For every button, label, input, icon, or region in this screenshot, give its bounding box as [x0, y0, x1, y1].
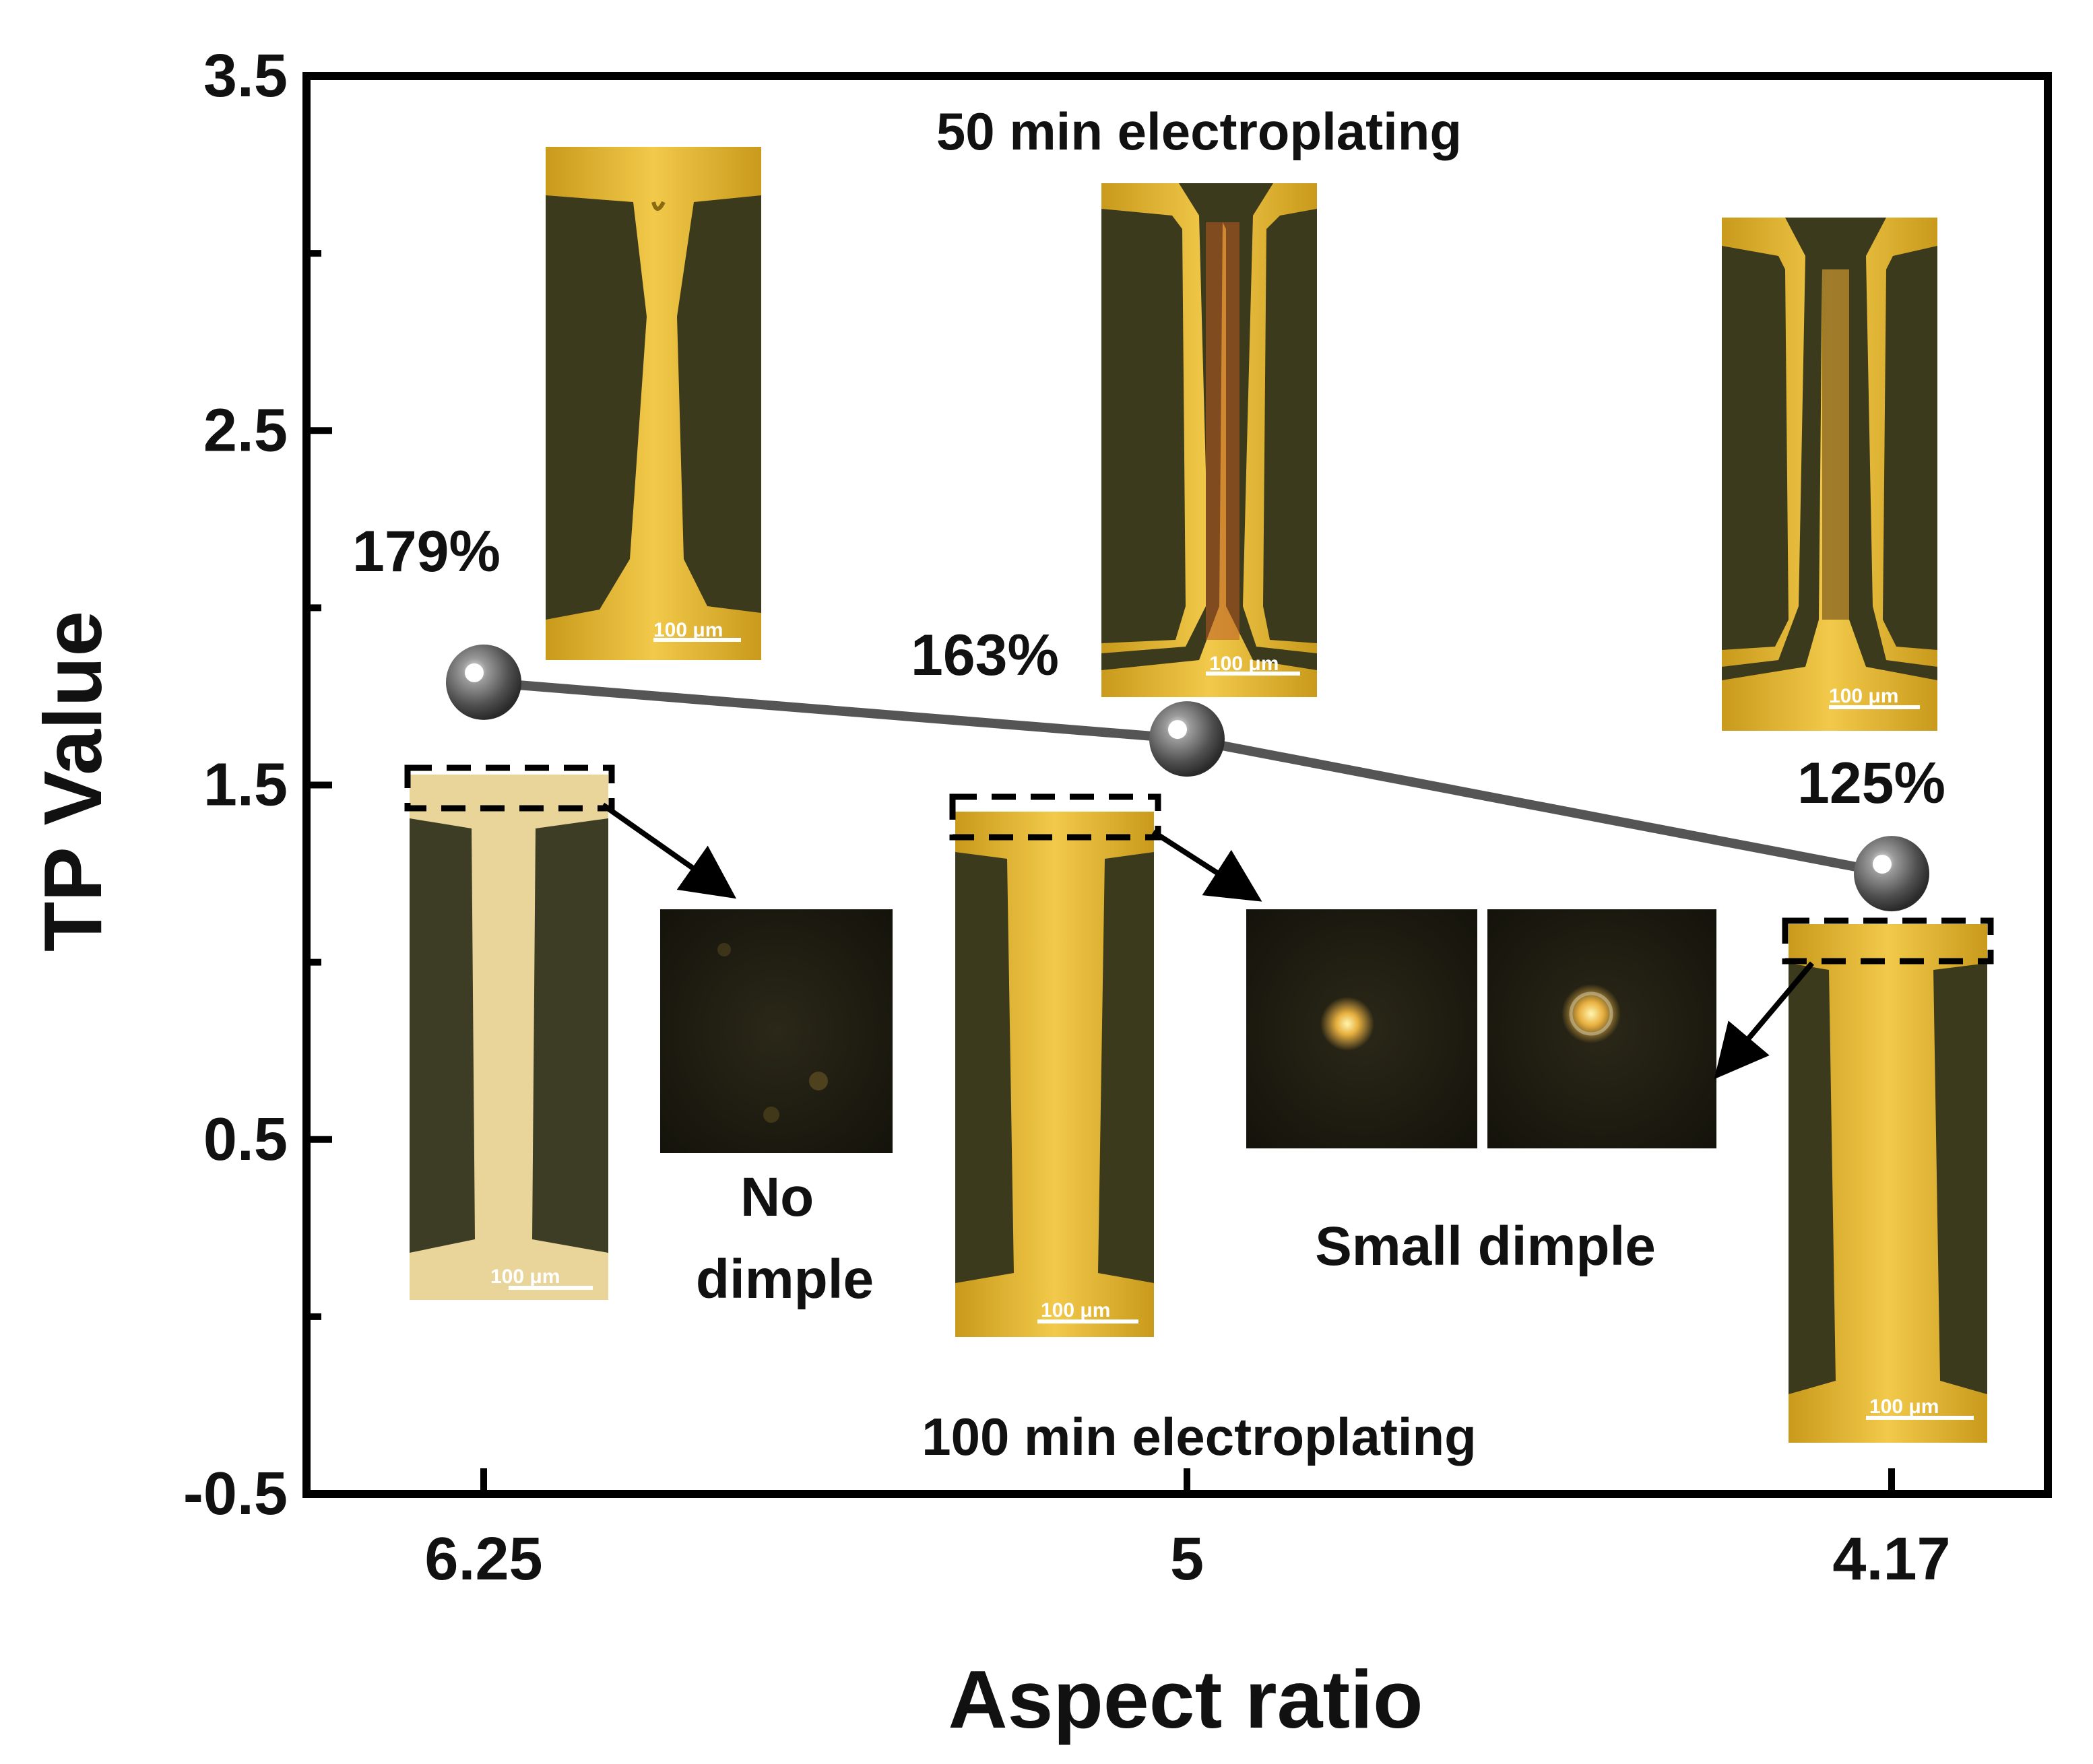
micrograph-small-dimple-a [1246, 909, 1477, 1148]
scale-bar-label: 100 μm [1869, 1396, 1939, 1418]
data-point-highlight [465, 663, 484, 682]
micrograph-100min-4.17: 100 μm [1789, 924, 1987, 1443]
data-point [1149, 701, 1225, 777]
arrow-to-small-dimple [1151, 829, 1262, 902]
x-tick-label: 6.25 [424, 1526, 542, 1593]
y-tick-label: 2.5 [203, 397, 288, 464]
scale-bar-label: 100 μm [490, 1266, 560, 1288]
data-label: 163% [911, 623, 1059, 688]
callout-box-4.17 [1782, 917, 1994, 965]
data-label: 179% [352, 519, 501, 584]
x-tick-label: 5 [1170, 1526, 1204, 1593]
data-point-highlight [1873, 855, 1892, 874]
scale-bar-label: 100 μm [1041, 1299, 1110, 1321]
x-tick-marks [480, 1468, 1895, 1494]
point-labels: 179% 163% 125% [352, 519, 1945, 816]
callout-box-6.25 [404, 764, 615, 812]
annotation-small-dimple: Small dimple [1315, 1216, 1656, 1277]
no-dimple-line-1: No [740, 1167, 814, 1228]
annotation-no-dimple: No dimple [696, 1167, 874, 1310]
data-label: 125% [1797, 751, 1945, 816]
y-tick-label: -0.5 [183, 1460, 288, 1528]
no-dimple-line-2: dimple [696, 1249, 874, 1310]
x-tick-label: 4.17 [1832, 1526, 1950, 1593]
scale-bar-label: 100 μm [1209, 653, 1279, 675]
y-tick-labels: 3.5 2.5 1.5 0.5 -0.5 [183, 42, 288, 1528]
scale-bar-label: 100 μm [653, 619, 723, 641]
micrograph-small-dimple-b [1487, 909, 1716, 1148]
micrograph-100min-6.25: 100 μm [410, 775, 608, 1300]
y-tick-label: 0.5 [203, 1106, 288, 1173]
annotation-100min: 100 min electroplating [922, 1407, 1477, 1466]
y-tick-label: 3.5 [203, 42, 288, 110]
data-point-highlight [1168, 720, 1187, 740]
x-tick-labels: 6.25 5 4.17 [424, 1526, 1950, 1593]
series-points [446, 644, 1929, 912]
arrow-from-4.17 [1714, 961, 1815, 1080]
micrograph-no-dimple [660, 909, 893, 1153]
y-tick-marks [307, 73, 332, 1497]
callout-box-5 [949, 793, 1161, 841]
arrow-to-no-dimple [601, 802, 737, 899]
scale-bar-label: 100 μm [1829, 685, 1898, 707]
micrograph-50min-5: 100 μm [1101, 183, 1317, 697]
data-point [446, 644, 521, 720]
y-tick-label: 1.5 [203, 752, 288, 819]
micrograph-100min-5: 100 μm [955, 812, 1154, 1337]
y-axis-label: TP Value [27, 611, 119, 952]
annotation-50min: 50 min electroplating [936, 102, 1462, 161]
micrograph-50min-4.17: 100 μm [1722, 218, 1937, 731]
micrograph-50min-6.25: 100 μm [546, 147, 761, 660]
data-point [1854, 836, 1929, 912]
x-axis-label: Aspect ratio [948, 1654, 1423, 1745]
